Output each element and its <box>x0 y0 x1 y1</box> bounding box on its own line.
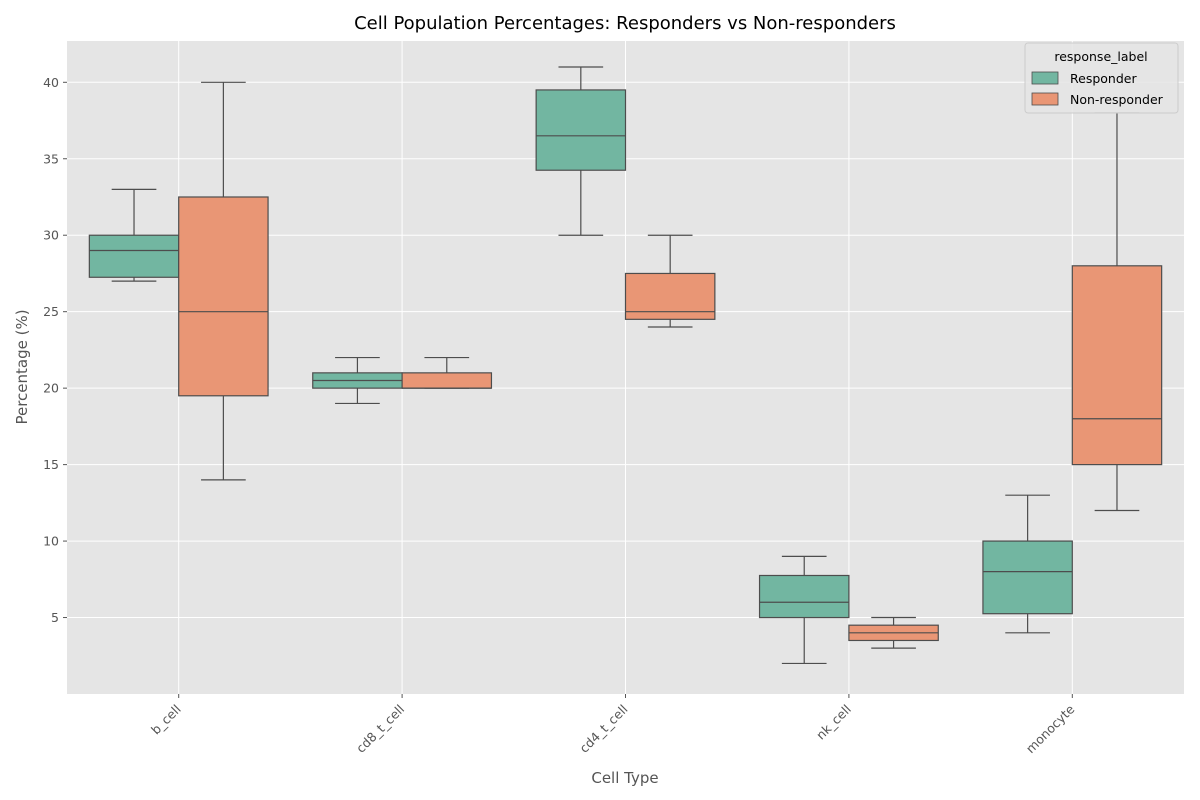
x-axis-label: Cell Type <box>591 769 658 787</box>
chart-title: Cell Population Percentages: Responders … <box>354 13 896 34</box>
y-tick-label-25: 25 <box>43 304 59 319</box>
box-responder-cd8_t_cell <box>312 356 403 405</box>
y-tick-label-30: 30 <box>43 228 59 243</box>
box-iqr <box>624 272 716 320</box>
legend-frame <box>1024 42 1179 114</box>
legend: response_label Responder Non-responder <box>1024 42 1179 114</box>
box-non-responder-cd4_t_cell <box>624 234 716 328</box>
box-responder-nk_cell <box>758 555 850 665</box>
box-non-responder-nk_cell <box>848 616 939 649</box>
boxes <box>88 66 1163 665</box>
y-tick-label-10: 10 <box>43 534 59 549</box>
y-tick-label-15: 15 <box>43 457 59 472</box>
box-responder-cd4_t_cell <box>535 66 627 236</box>
box-iqr <box>982 540 1073 615</box>
legend-swatch-non-responder <box>1031 92 1059 106</box>
box-iqr <box>758 574 850 619</box>
y-tick-label-5: 5 <box>51 610 59 625</box>
legend-label-responder: Responder <box>1070 71 1137 86</box>
box-non-responder-cd8_t_cell <box>401 356 493 389</box>
box-iqr <box>1071 265 1163 466</box>
box-iqr <box>535 89 627 171</box>
box-iqr <box>401 372 493 389</box>
box-non-responder-b_cell <box>178 81 269 481</box>
y-axis-ticks: 5 10 15 20 25 30 35 40 <box>43 75 67 625</box>
box-responder-monocyte <box>982 494 1073 634</box>
legend-label-non-responder: Non-responder <box>1070 92 1164 107</box>
box-iqr <box>88 234 180 278</box>
box-iqr <box>178 196 269 397</box>
box-responder-b_cell <box>88 188 180 282</box>
legend-swatch-responder <box>1031 71 1059 85</box>
legend-items: Responder Non-responder <box>1031 71 1164 107</box>
y-tick-label-40: 40 <box>43 75 59 90</box>
y-tick-label-20: 20 <box>43 381 59 396</box>
legend-title: response_label <box>1054 49 1147 64</box>
box-non-responder-monocyte <box>1071 112 1163 512</box>
y-tick-label-35: 35 <box>43 151 59 166</box>
y-axis-label: Percentage (%) <box>13 309 31 424</box>
